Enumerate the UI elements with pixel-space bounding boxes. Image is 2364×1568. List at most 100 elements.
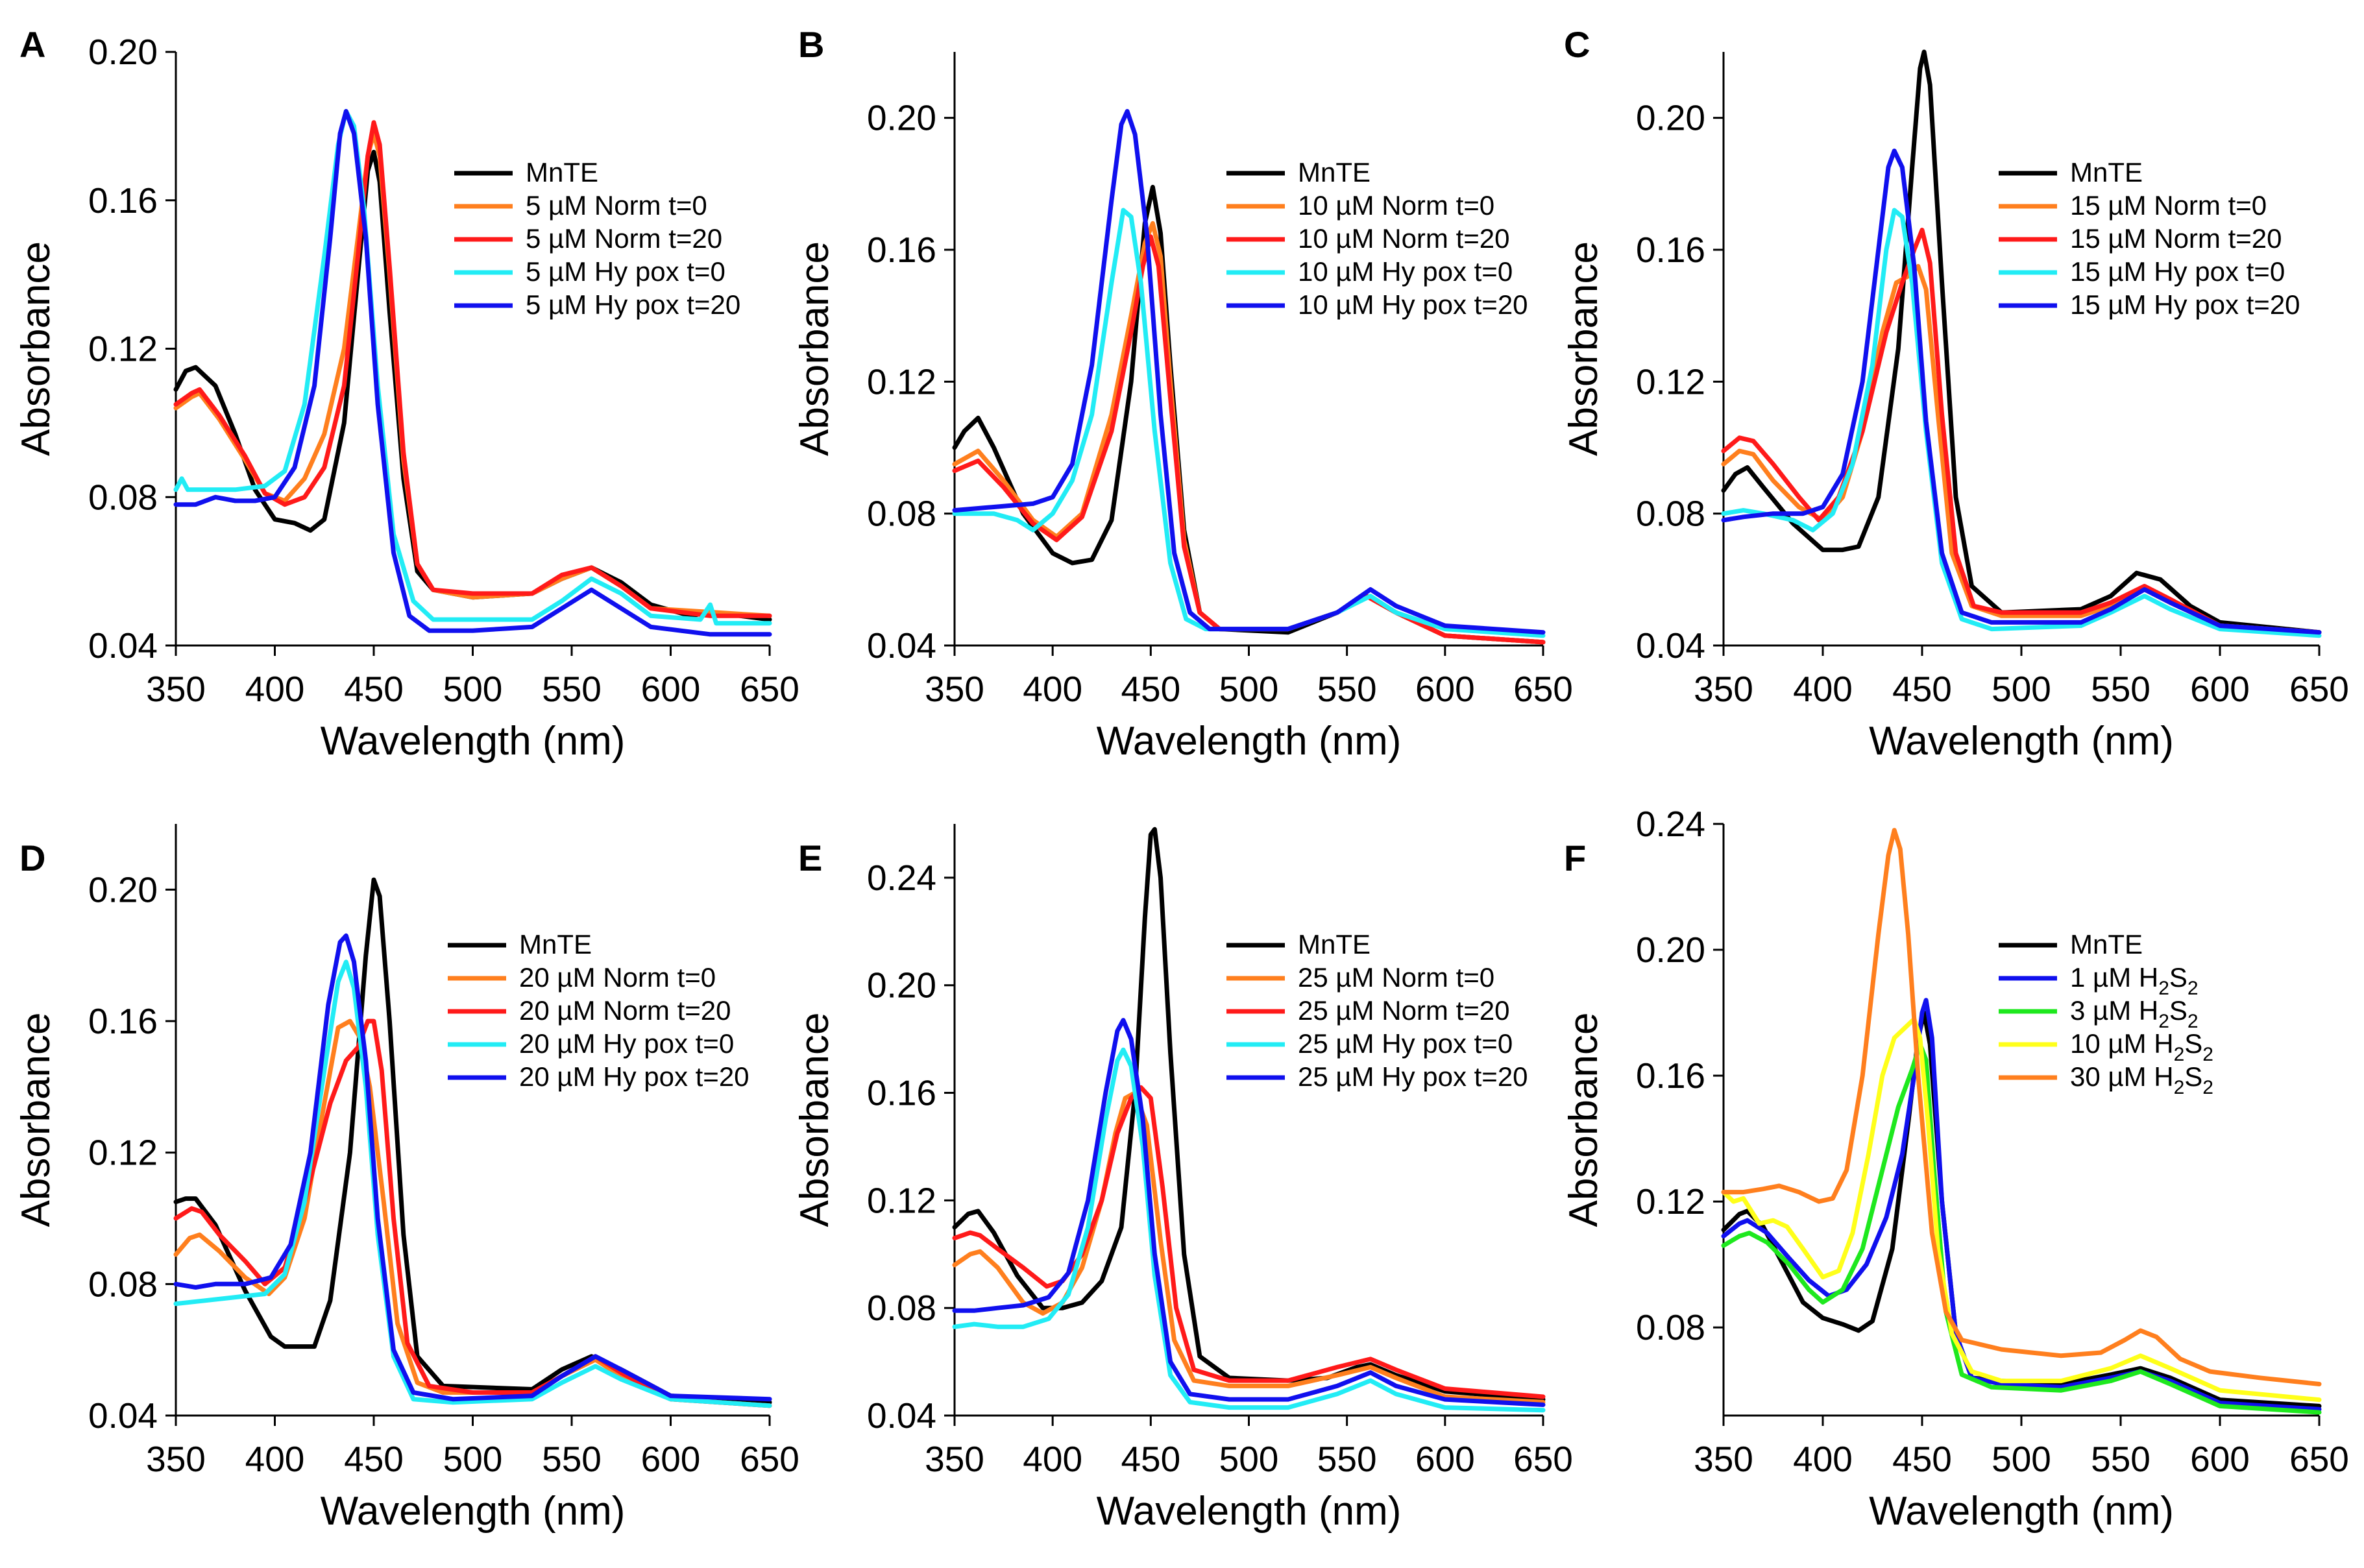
pb-series-line-3 (952, 208, 1546, 638)
pb-series-line-0 (952, 184, 1546, 645)
pf-y-axis-title: Absorbance (1561, 1013, 1606, 1227)
pf-legend-label-1: 1 µM H2S2 (2070, 962, 2199, 999)
pe-panel-letter: E (798, 838, 822, 878)
pf-y-tick-label: 0.08 (1636, 1307, 1705, 1347)
pa-legend-label-0: MnTE (526, 157, 598, 187)
pf-y-tick-label: 0.12 (1636, 1181, 1705, 1222)
pc-x-axis-title: Wavelength (nm) (1869, 719, 2174, 764)
pf-legend-label-0: MnTE (2070, 929, 2143, 959)
chart-panel-e: 350 400 450 500 550 600 650 0.04 0.08 0.12 0.16 0.2… (792, 824, 1573, 1534)
pc-x-tick-label: 450 (1892, 669, 1952, 709)
pa-y-tick-label: 0.12 (88, 329, 158, 369)
pa-x-tick-label: 400 (245, 669, 305, 709)
pb-legend-label-1: 10 µM Norm t=0 (1298, 190, 1494, 221)
pa-series-line-0 (173, 149, 772, 622)
pc-y-tick-label: 0.12 (1636, 361, 1705, 402)
pf-series-line-1 (1721, 998, 2322, 1412)
pa-series-line-2 (173, 120, 772, 618)
pb-legend-label-4: 10 µM Hy pox t=20 (1298, 289, 1528, 320)
pe-x-tick-label: 400 (1023, 1439, 1082, 1479)
pd-y-axis-title: Absorbance (14, 1013, 58, 1227)
pe-x-tick-label: 500 (1219, 1439, 1279, 1479)
chart-panel-c: 350 400 450 500 550 600 650 0.04 0.08 0.12 0.16 0.2… (1561, 24, 2349, 764)
pf-x-tick-label: 350 (1694, 1439, 1753, 1479)
pe-y-tick-label: 0.20 (867, 965, 936, 1006)
pf-x-tick-label: 450 (1892, 1439, 1952, 1479)
pd-series-line-4 (173, 933, 772, 1402)
pe-x-tick-label: 550 (1317, 1439, 1377, 1479)
chart-panel-b: 350 400 450 500 550 600 650 0.04 0.08 0.12 0.16 0.2… (792, 24, 1573, 764)
pc-series-line-1 (1721, 263, 2322, 635)
pf-series-line-3 (1721, 1017, 2322, 1403)
pd-x-tick-label: 400 (245, 1439, 305, 1479)
pd-legend-label-0: MnTE (519, 929, 592, 959)
pe-legend-label-0: MnTE (1298, 929, 1371, 959)
pd-panel-letter: D (19, 838, 45, 878)
pf-x-tick-label: 550 (2091, 1439, 2151, 1479)
pc-x-tick-label: 500 (1992, 669, 2051, 709)
pd-legend-label-2: 20 µM Norm t=20 (519, 995, 731, 1026)
pc-legend-label-4: 15 µM Hy pox t=20 (2070, 289, 2300, 320)
pf-legend-label-4: 30 µM H2S2 (2070, 1061, 2213, 1098)
pc-y-tick-label: 0.20 (1636, 98, 1705, 138)
pa-y-tick-label: 0.20 (88, 32, 158, 72)
pd-x-tick-label: 350 (146, 1439, 206, 1479)
pd-y-tick-label: 0.12 (88, 1133, 158, 1173)
pd-legend-label-4: 20 µM Hy pox t=20 (519, 1061, 749, 1092)
pc-y-tick-label: 0.04 (1636, 625, 1705, 666)
pb-y-axis-title: Absorbance (792, 241, 837, 456)
pe-y-tick-label: 0.16 (867, 1073, 936, 1113)
chart-panel-f: 350 400 450 500 550 600 650 0.08 0.12 0.16 0.20 0.2… (1561, 804, 2349, 1534)
chart-panel-a: 350 400 450 500 550 600 650 0.04 0.08 0.12 0.16 0.2… (14, 24, 799, 764)
pf-series-line-0 (1721, 1010, 2322, 1408)
pe-y-tick-label: 0.12 (867, 1180, 936, 1220)
pa-series-line-3 (173, 109, 772, 626)
pc-legend-label-1: 15 µM Norm t=0 (2070, 190, 2267, 221)
pb-y-tick-label: 0.16 (867, 230, 936, 270)
pd-x-tick-label: 550 (542, 1439, 602, 1479)
pe-legend-label-3: 25 µM Hy pox t=0 (1298, 1028, 1513, 1059)
pc-series-line-0 (1721, 49, 2322, 635)
pe-y-tick-label: 0.04 (867, 1395, 936, 1436)
pc-legend-label-2: 15 µM Norm t=20 (2070, 223, 2282, 254)
pc-x-tick-label: 650 (2289, 669, 2349, 709)
pb-x-tick-label: 400 (1023, 669, 1082, 709)
pd-x-tick-label: 450 (344, 1439, 404, 1479)
pe-x-tick-label: 350 (925, 1439, 984, 1479)
pb-legend-label-0: MnTE (1298, 157, 1371, 187)
pf-panel-letter: F (1564, 838, 1586, 878)
pe-series-line-0 (952, 826, 1546, 1402)
pe-y-axis-title: Absorbance (792, 1013, 837, 1227)
pf-series-line-2 (1721, 1042, 2322, 1415)
pd-x-tick-label: 500 (443, 1439, 503, 1479)
pe-x-tick-label: 650 (1513, 1439, 1573, 1479)
pf-series-line-4 (1721, 828, 2322, 1386)
pb-x-tick-label: 550 (1317, 669, 1377, 709)
pc-y-axis-title: Absorbance (1561, 241, 1606, 456)
pe-series-line-1 (952, 1091, 1546, 1405)
pa-x-axis-title: Wavelength (nm) (321, 719, 626, 764)
pb-y-tick-label: 0.08 (867, 494, 936, 534)
pf-x-tick-label: 650 (2289, 1439, 2349, 1479)
pc-series-line-2 (1721, 228, 2322, 635)
pa-x-tick-label: 500 (443, 669, 503, 709)
pa-y-tick-label: 0.16 (88, 180, 158, 221)
pe-x-tick-label: 450 (1121, 1439, 1180, 1479)
pa-legend-label-1: 5 µM Norm t=0 (526, 190, 707, 221)
pc-legend-label-3: 15 µM Hy pox t=0 (2070, 256, 2285, 287)
pc-x-tick-label: 600 (2190, 669, 2250, 709)
pc-series-line-3 (1721, 208, 2322, 638)
pb-legend-label-3: 10 µM Hy pox t=0 (1298, 256, 1513, 287)
pa-legend-label-4: 5 µM Hy pox t=20 (526, 289, 740, 320)
pd-x-axis-title: Wavelength (nm) (321, 1489, 626, 1534)
pc-series-line-4 (1721, 149, 2322, 635)
pd-y-tick-label: 0.20 (88, 869, 158, 910)
pe-x-tick-label: 600 (1415, 1439, 1475, 1479)
pa-y-tick-label: 0.08 (88, 477, 158, 517)
pc-panel-letter: C (1564, 24, 1590, 65)
pf-y-tick-label: 0.20 (1636, 930, 1705, 970)
pf-legend-label-3: 10 µM H2S2 (2070, 1028, 2213, 1065)
pc-y-tick-label: 0.08 (1636, 494, 1705, 534)
pc-x-tick-label: 350 (1694, 669, 1753, 709)
pb-x-axis-title: Wavelength (nm) (1097, 719, 1402, 764)
